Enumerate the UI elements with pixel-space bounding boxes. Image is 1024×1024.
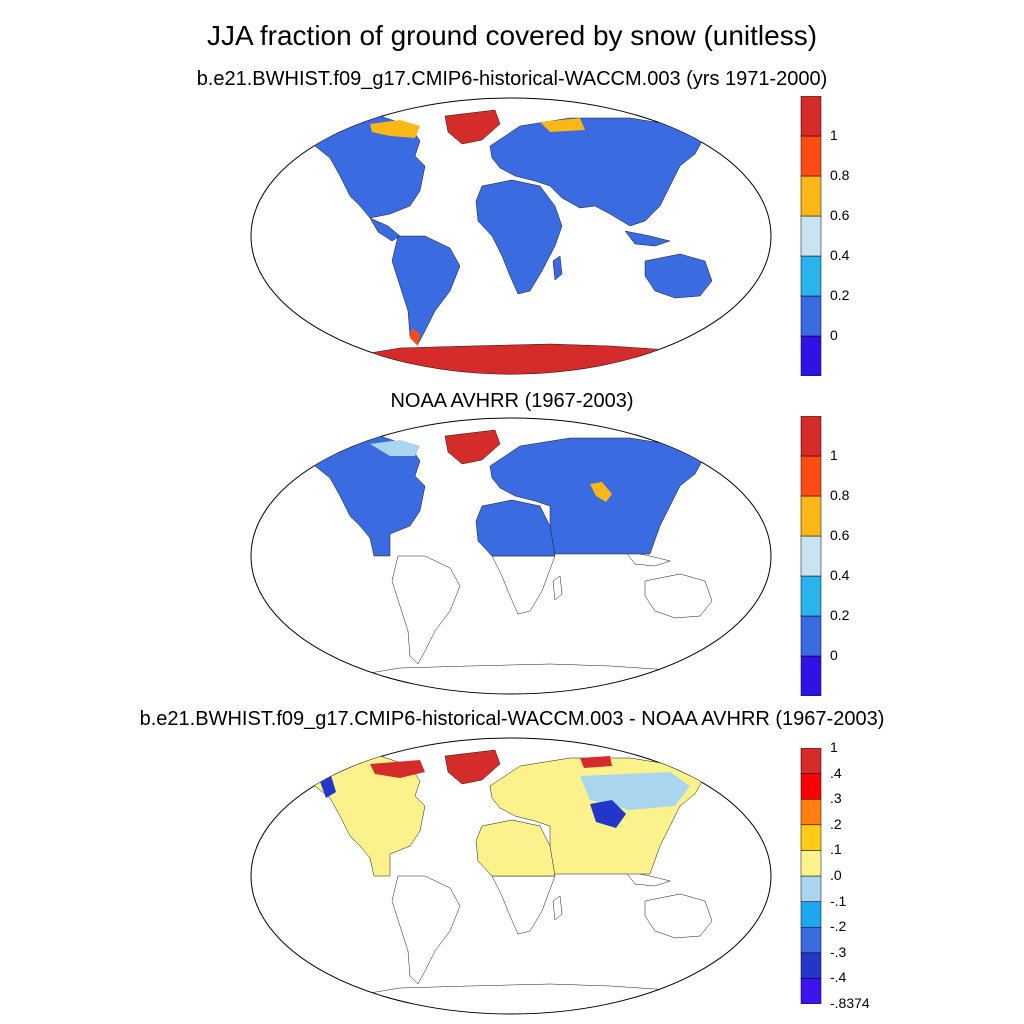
colorbar-tick-label: -.3 [830,943,847,960]
land-australia [644,573,713,619]
land-greenland [444,109,501,145]
snow-arctic-canada [370,120,420,138]
diff-tibet-negative [590,800,626,828]
colorbar-tick-label: 0.8 [830,487,850,503]
colorbar-tick-label: .0 [830,867,842,883]
snow-arctic-canada [370,440,420,456]
land-madagascar [552,895,563,921]
snow-patagonia [410,328,420,346]
land-greenland [444,429,501,465]
land-indonesia [624,870,671,887]
colorbar-swatch [800,615,822,657]
colorbar-tick-label: .1 [830,841,842,858]
land-africa [475,179,563,295]
colorbar-tick-label: 0.4 [830,567,850,583]
land-indonesia [624,550,671,567]
colorbar-swatch [800,655,822,696]
colorbar-swatch [800,901,822,928]
colorbar-tick-label: 1 [830,739,838,755]
colorbar-swatch [800,295,822,337]
colorbar-tick-label: -.8374 [830,995,870,1011]
snow-scandinavia [540,118,585,132]
colorbar-swatch [800,535,822,577]
land-australia [644,253,713,299]
colorbar-tick-label: 0.2 [830,287,850,303]
colorbar-tick-label: 0.8 [830,167,850,183]
colorbar-swatch [800,798,822,826]
colorbar-model [800,96,822,376]
colorbar-swatch [800,952,822,979]
colorbar-swatch [800,926,822,954]
colorbar-tick-label: 0 [830,647,838,663]
land-north-africa [475,499,556,557]
map-panel-model [250,97,772,375]
land-south-america [391,875,461,985]
land-central-america [369,217,401,242]
colorbar-tick-label: -.1 [830,892,847,909]
land-africa-south [491,875,556,935]
land-madagascar [552,575,563,601]
colorbar-tick-label: -.4 [830,969,847,986]
colorbar-tick-label: 0.2 [830,607,850,623]
colorbar-swatch [800,773,822,800]
diff-siberia-light [580,772,690,810]
colorbar-swatch [800,495,822,537]
colorbar-swatch [800,575,822,617]
map-panel-diff [250,737,772,1015]
colorbar-diff [800,748,822,1004]
colorbar-tick-label: .4 [830,764,842,781]
panel-diff-title: b.e21.BWHIST.f09_g17.CMIP6-historical-WA… [139,708,885,730]
colorbar-swatch [800,335,822,376]
figure-title: JJA fraction of ground covered by snow (… [206,20,818,51]
colorbar-swatch [800,96,822,137]
colorbar-swatch [800,455,822,497]
panel-obs-title: NOAA AVHRR (1967-2003) [390,390,634,412]
colorbar-swatch [800,824,822,851]
colorbar-tick-label: 1 [830,447,838,463]
colorbar-swatch [800,416,822,457]
colorbar-swatch [800,175,822,217]
land-south-america [391,235,461,345]
colorbar-swatch [800,748,822,774]
colorbar-obs [800,416,822,696]
land-madagascar [552,255,563,281]
land-australia [644,893,713,939]
map-panel-obs [250,417,772,695]
diff-scandinavia-positive [580,756,612,768]
snow-tibet [590,482,612,502]
colorbar-tick-label: 0.6 [830,527,850,543]
colorbar-swatch [800,875,822,902]
colorbar-swatch [800,978,822,1004]
colorbar-tick-label: 0.4 [830,247,850,263]
diff-arctic-canada-positive [370,760,425,778]
land-africa-south [491,555,556,615]
colorbar-tick-label: .2 [830,815,842,832]
colorbar-swatch [800,850,822,877]
colorbar-swatch [800,215,822,257]
colorbar-tick-label: 0 [830,327,838,343]
land-greenland [444,749,501,785]
panel-model-title: b.e21.BWHIST.f09_g17.CMIP6-historical-WA… [196,68,828,90]
land-north-africa [475,819,556,877]
colorbar-tick-label: .3 [830,790,842,807]
colorbar-tick-label: -.2 [830,918,847,935]
colorbar-tick-label: 1 [830,127,838,143]
colorbar-swatch [800,255,822,297]
land-eurasia [489,117,706,227]
colorbar-swatch [800,135,822,177]
land-indonesia [624,230,671,247]
colorbar-tick-label: 0.6 [830,207,850,223]
land-south-america [391,555,461,665]
